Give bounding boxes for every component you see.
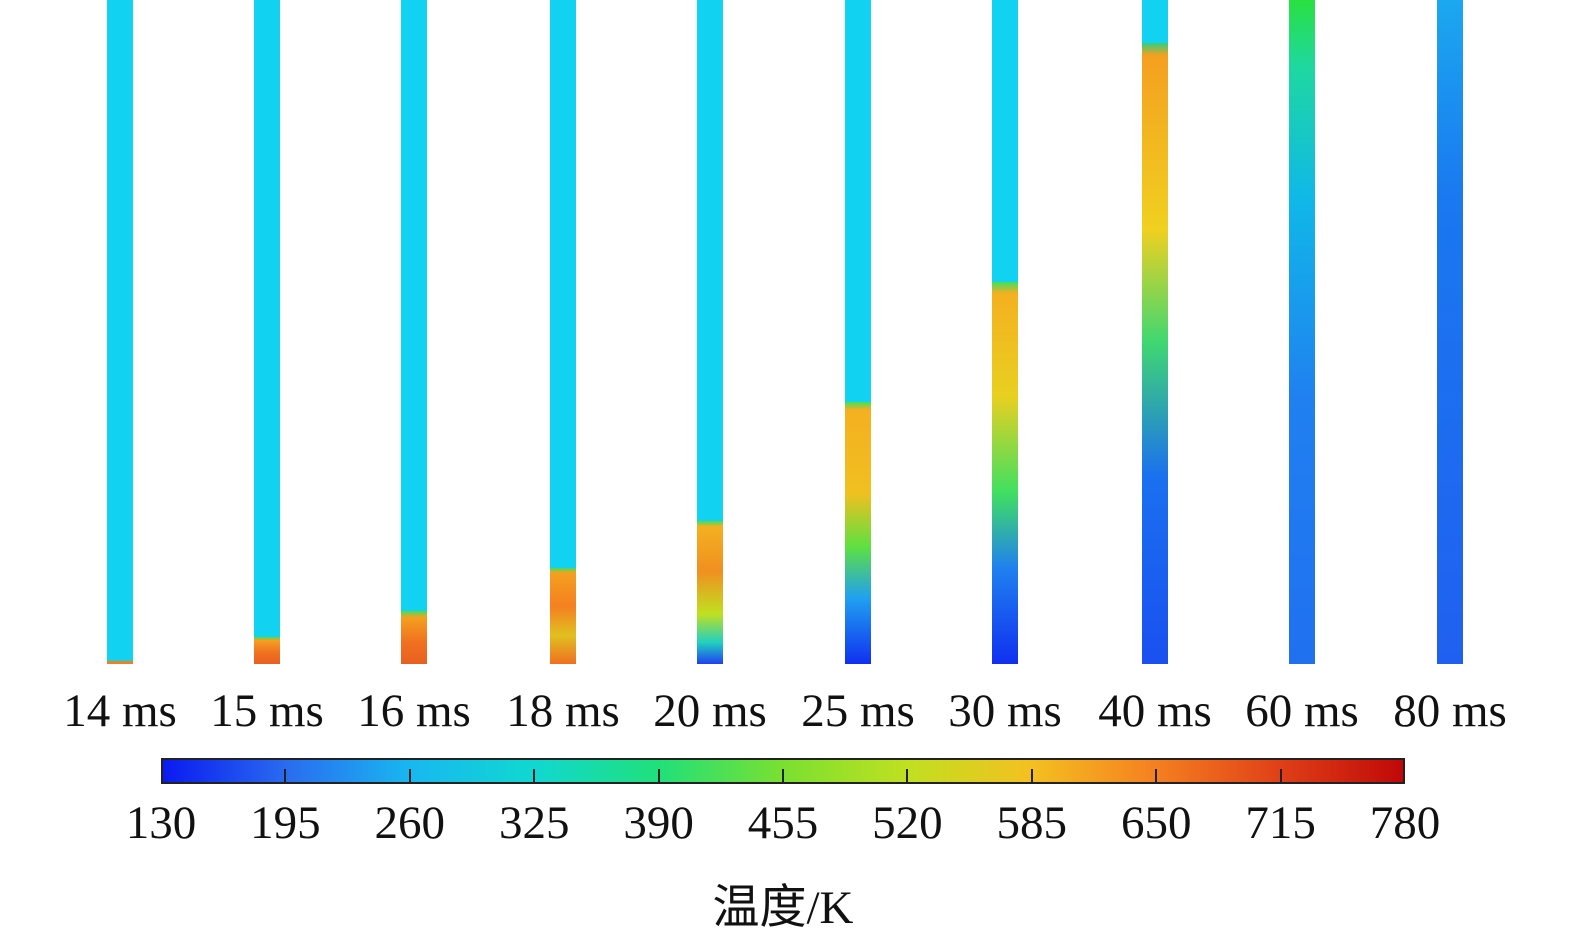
- colorbar-tick: [1030, 769, 1033, 782]
- heated-region: [992, 282, 1018, 664]
- time-label: 40 ms: [1098, 685, 1212, 737]
- tube-6: [845, 0, 871, 664]
- cold-region: [1437, 0, 1463, 664]
- time-label: 14 ms: [63, 685, 177, 737]
- colorbar-tick: [1279, 769, 1282, 782]
- colorbar-tick-label: 520: [872, 797, 943, 849]
- colorbar-tick: [408, 769, 411, 782]
- time-label: 25 ms: [801, 685, 915, 737]
- colorbar-tick: [782, 769, 784, 782]
- colorbar-unit-label: 温度/K: [712, 882, 854, 934]
- cold-region: [254, 0, 280, 664]
- tube-3: [401, 0, 427, 664]
- colorbar-tick: [906, 769, 909, 782]
- cold-region: [107, 0, 133, 664]
- colorbar-tick-label: 325: [498, 797, 570, 849]
- heated-region: [401, 611, 427, 664]
- time-label: 20 ms: [653, 685, 767, 737]
- tube-2: [254, 0, 280, 664]
- tube-4: [550, 0, 576, 664]
- colorbar-tick-label: 715: [1245, 797, 1316, 849]
- tube-8: [1142, 0, 1168, 664]
- colorbar-tick-label: 195: [250, 797, 321, 849]
- heated-region: [107, 661, 133, 664]
- heated-region: [1142, 43, 1168, 664]
- colorbar-tick: [533, 769, 536, 782]
- colorbar-tick-label: 780: [1369, 797, 1441, 849]
- tube-5: [697, 0, 723, 664]
- cold-region: [1289, 0, 1315, 664]
- heated-region: [845, 402, 871, 664]
- colorbar-tick-label: 650: [1120, 797, 1192, 849]
- tube-1: [107, 0, 133, 664]
- heated-region: [254, 637, 280, 664]
- heated-region: [697, 521, 723, 664]
- colorbar-tick-label: 260: [374, 797, 446, 849]
- tube-7: [992, 0, 1018, 664]
- colorbar-tick: [1155, 769, 1158, 782]
- colorbar-tick-label: 130: [125, 797, 197, 849]
- cold-region: [401, 0, 427, 664]
- tube-10: [1437, 0, 1463, 664]
- time-label: 16 ms: [357, 685, 471, 737]
- colorbar: [161, 758, 1405, 784]
- time-label: 18 ms: [506, 685, 620, 737]
- colorbar-tick: [657, 769, 660, 782]
- tube-9: [1289, 0, 1315, 664]
- colorbar-tick-label: 390: [623, 797, 694, 849]
- time-label: 60 ms: [1245, 685, 1359, 737]
- colorbar-tick-label: 455: [747, 797, 819, 849]
- colorbar-tick-label: 585: [996, 797, 1068, 849]
- time-label: 80 ms: [1393, 685, 1507, 737]
- time-label: 15 ms: [210, 685, 324, 737]
- heated-region: [550, 568, 576, 664]
- colorbar-tick: [284, 769, 287, 782]
- cold-region: [550, 0, 576, 664]
- time-label: 30 ms: [948, 685, 1062, 737]
